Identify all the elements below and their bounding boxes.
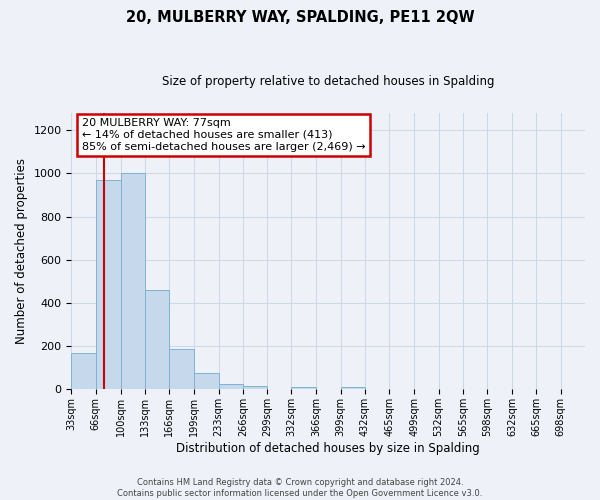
Bar [145,290,169,390]
Bar [243,386,267,390]
Bar [121,174,145,390]
Bar [218,384,243,390]
Title: Size of property relative to detached houses in Spalding: Size of property relative to detached ho… [162,75,494,88]
Text: 20 MULBERRY WAY: 77sqm
← 14% of detached houses are smaller (413)
85% of semi-de: 20 MULBERRY WAY: 77sqm ← 14% of detached… [82,118,365,152]
Text: Contains HM Land Registry data © Crown copyright and database right 2024.
Contai: Contains HM Land Registry data © Crown c… [118,478,482,498]
Bar [169,350,194,390]
Bar [95,180,121,390]
Text: 20, MULBERRY WAY, SPALDING, PE11 2QW: 20, MULBERRY WAY, SPALDING, PE11 2QW [125,10,475,25]
Bar [341,388,365,390]
Bar [292,388,316,390]
Bar [194,373,218,390]
X-axis label: Distribution of detached houses by size in Spalding: Distribution of detached houses by size … [176,442,480,455]
Bar [71,352,95,390]
Y-axis label: Number of detached properties: Number of detached properties [15,158,28,344]
